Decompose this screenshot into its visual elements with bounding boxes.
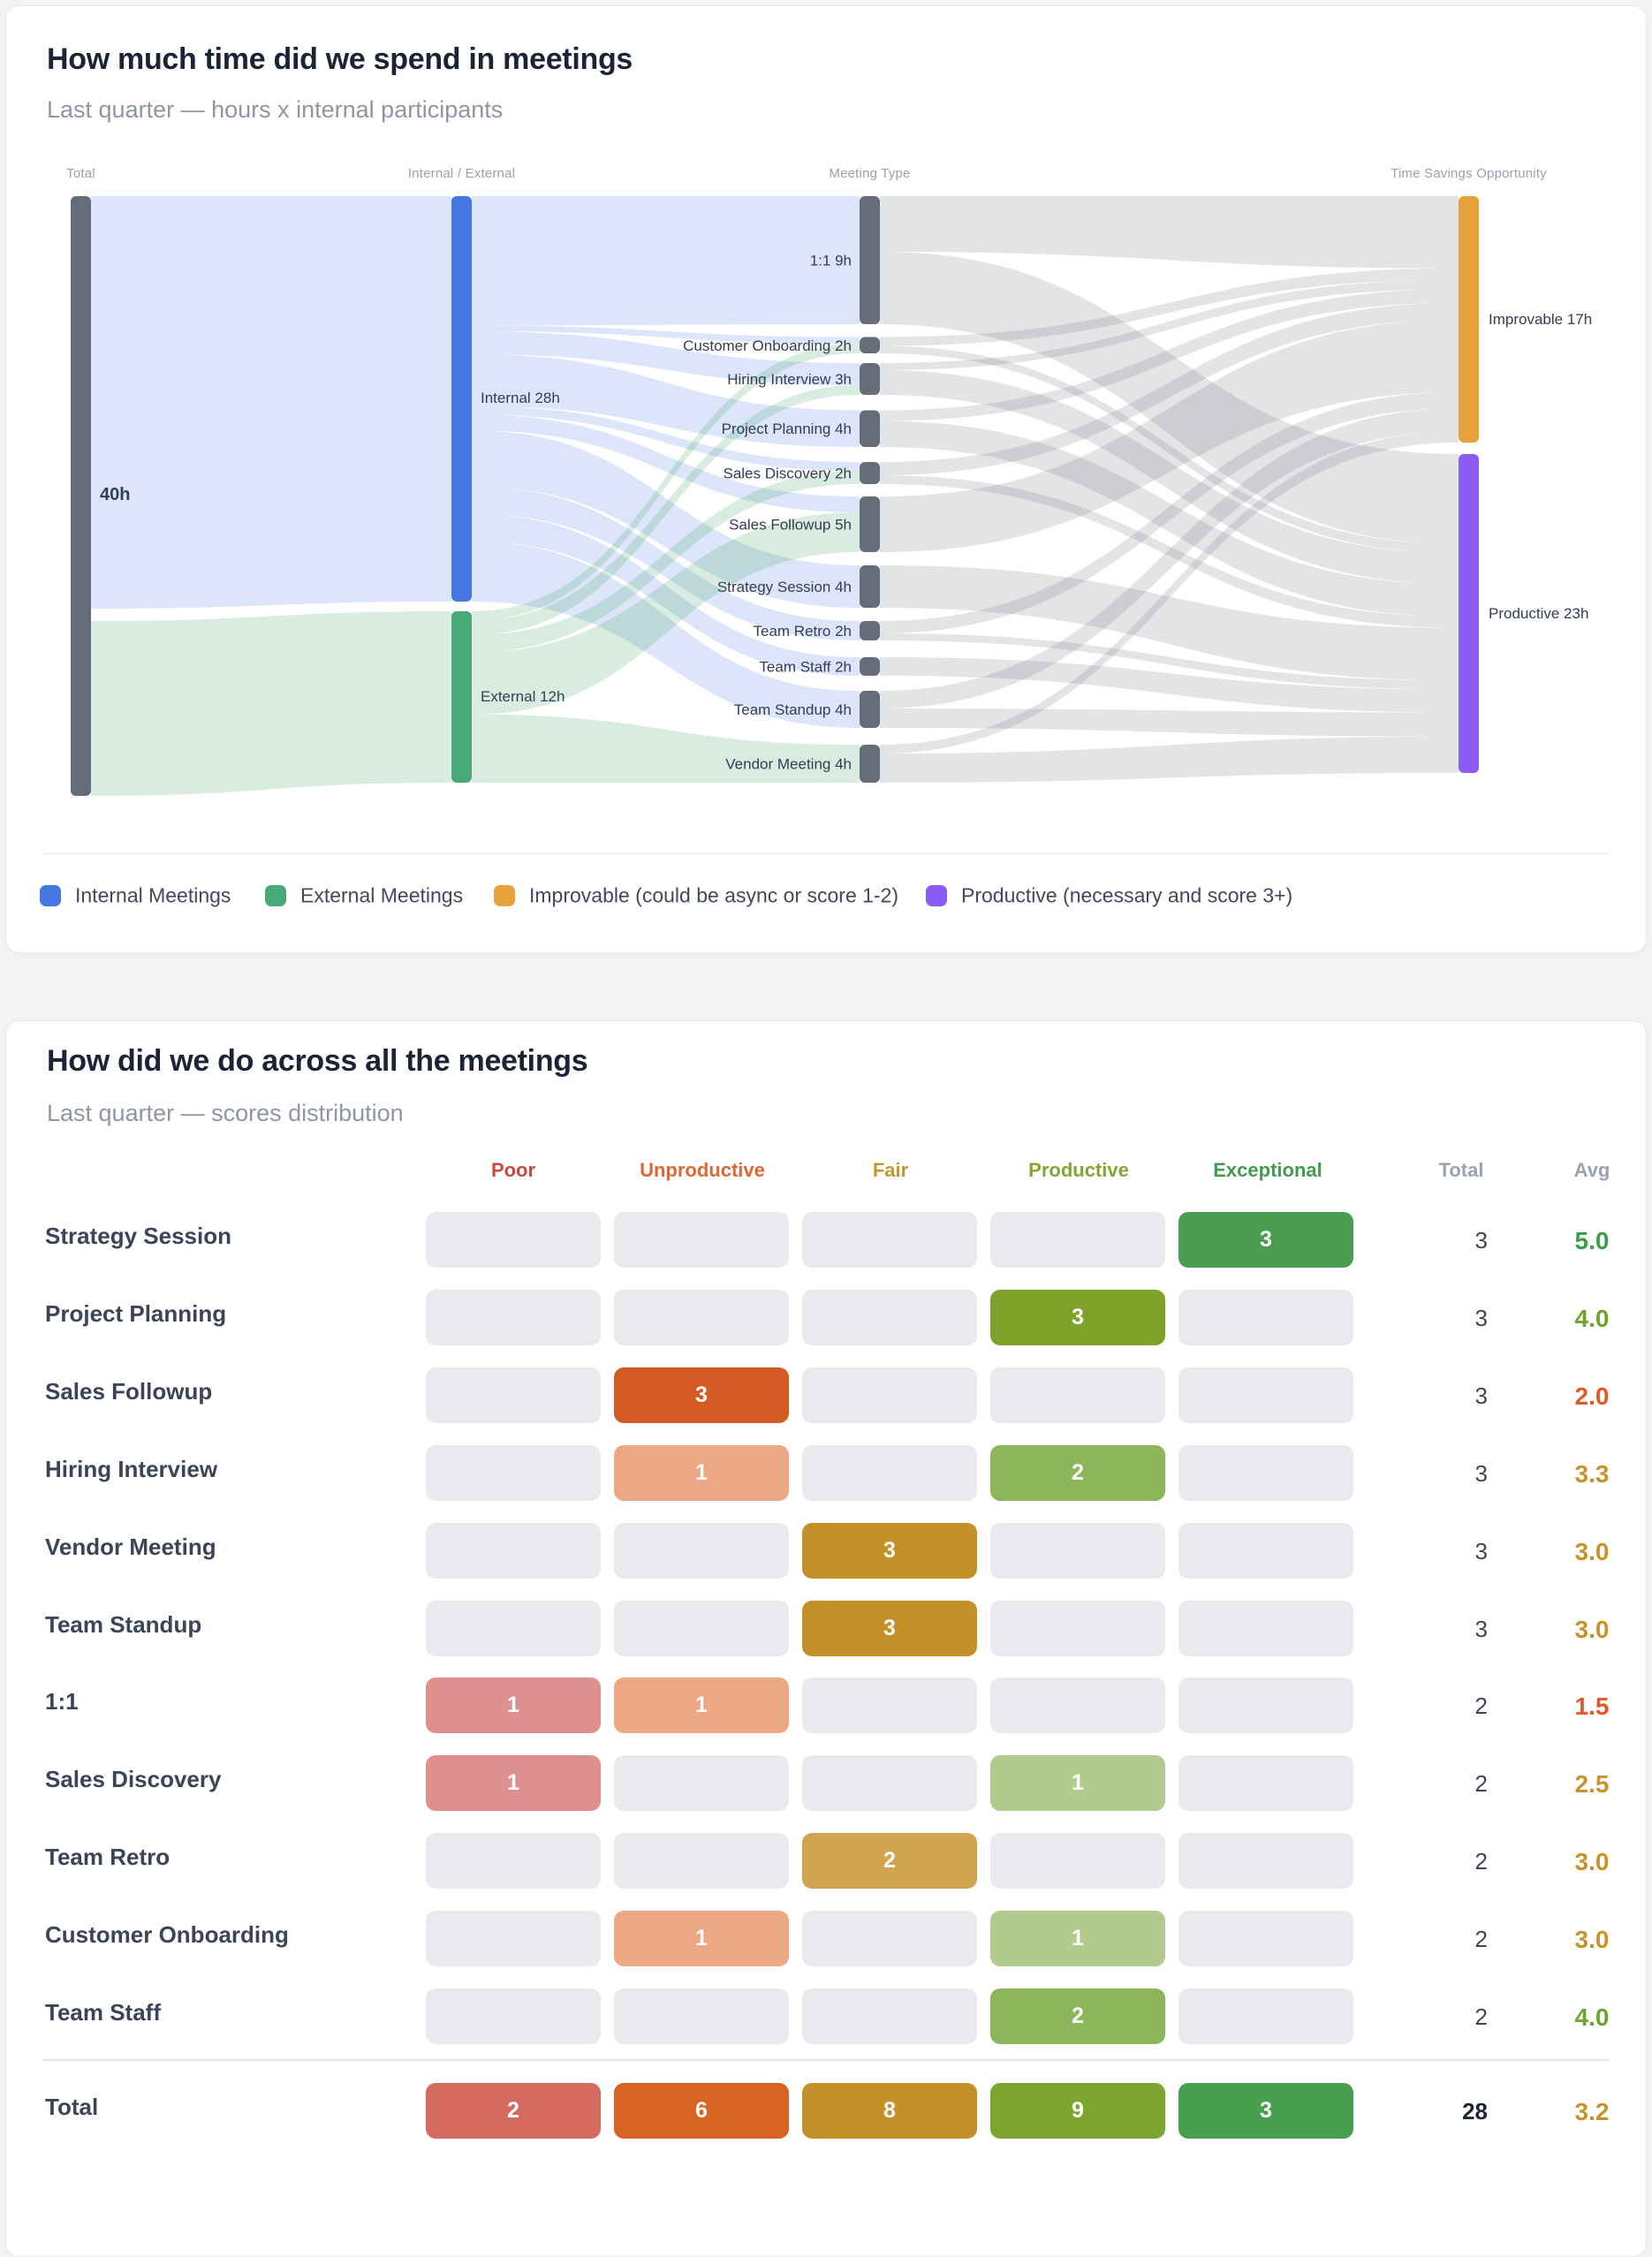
svg-text:Improvable 17h: Improvable 17h — [1489, 311, 1592, 328]
svg-text:External 12h: External 12h — [481, 688, 565, 705]
svg-text:Productive 23h: Productive 23h — [1489, 605, 1588, 622]
svg-text:Hiring Interview 3h: Hiring Interview 3h — [727, 371, 852, 388]
svg-text:Strategy Session 4h: Strategy Session 4h — [717, 579, 852, 595]
svg-text:Sales Discovery 2h: Sales Discovery 2h — [723, 466, 852, 482]
svg-text:Vendor Meeting 4h: Vendor Meeting 4h — [725, 756, 852, 773]
svg-text:Internal 28h: Internal 28h — [481, 390, 560, 406]
svg-text:40h: 40h — [100, 485, 130, 504]
svg-text:Project Planning 4h: Project Planning 4h — [722, 420, 852, 437]
svg-text:Team Retro 2h: Team Retro 2h — [754, 623, 853, 640]
svg-text:Team Standup 4h: Team Standup 4h — [734, 701, 852, 718]
svg-text:Sales Followup 5h: Sales Followup 5h — [729, 517, 852, 534]
svg-text:Customer Onboarding 2h: Customer Onboarding 2h — [683, 337, 852, 354]
svg-text:Meeting Type: Meeting Type — [829, 166, 910, 181]
svg-text:1:1 9h: 1:1 9h — [810, 253, 852, 269]
svg-text:Team Staff 2h: Team Staff 2h — [759, 659, 852, 676]
svg-text:Internal / External: Internal / External — [408, 166, 515, 181]
svg-text:Time Savings Opportunity: Time Savings Opportunity — [1391, 166, 1547, 181]
svg-text:Total: Total — [66, 166, 95, 181]
